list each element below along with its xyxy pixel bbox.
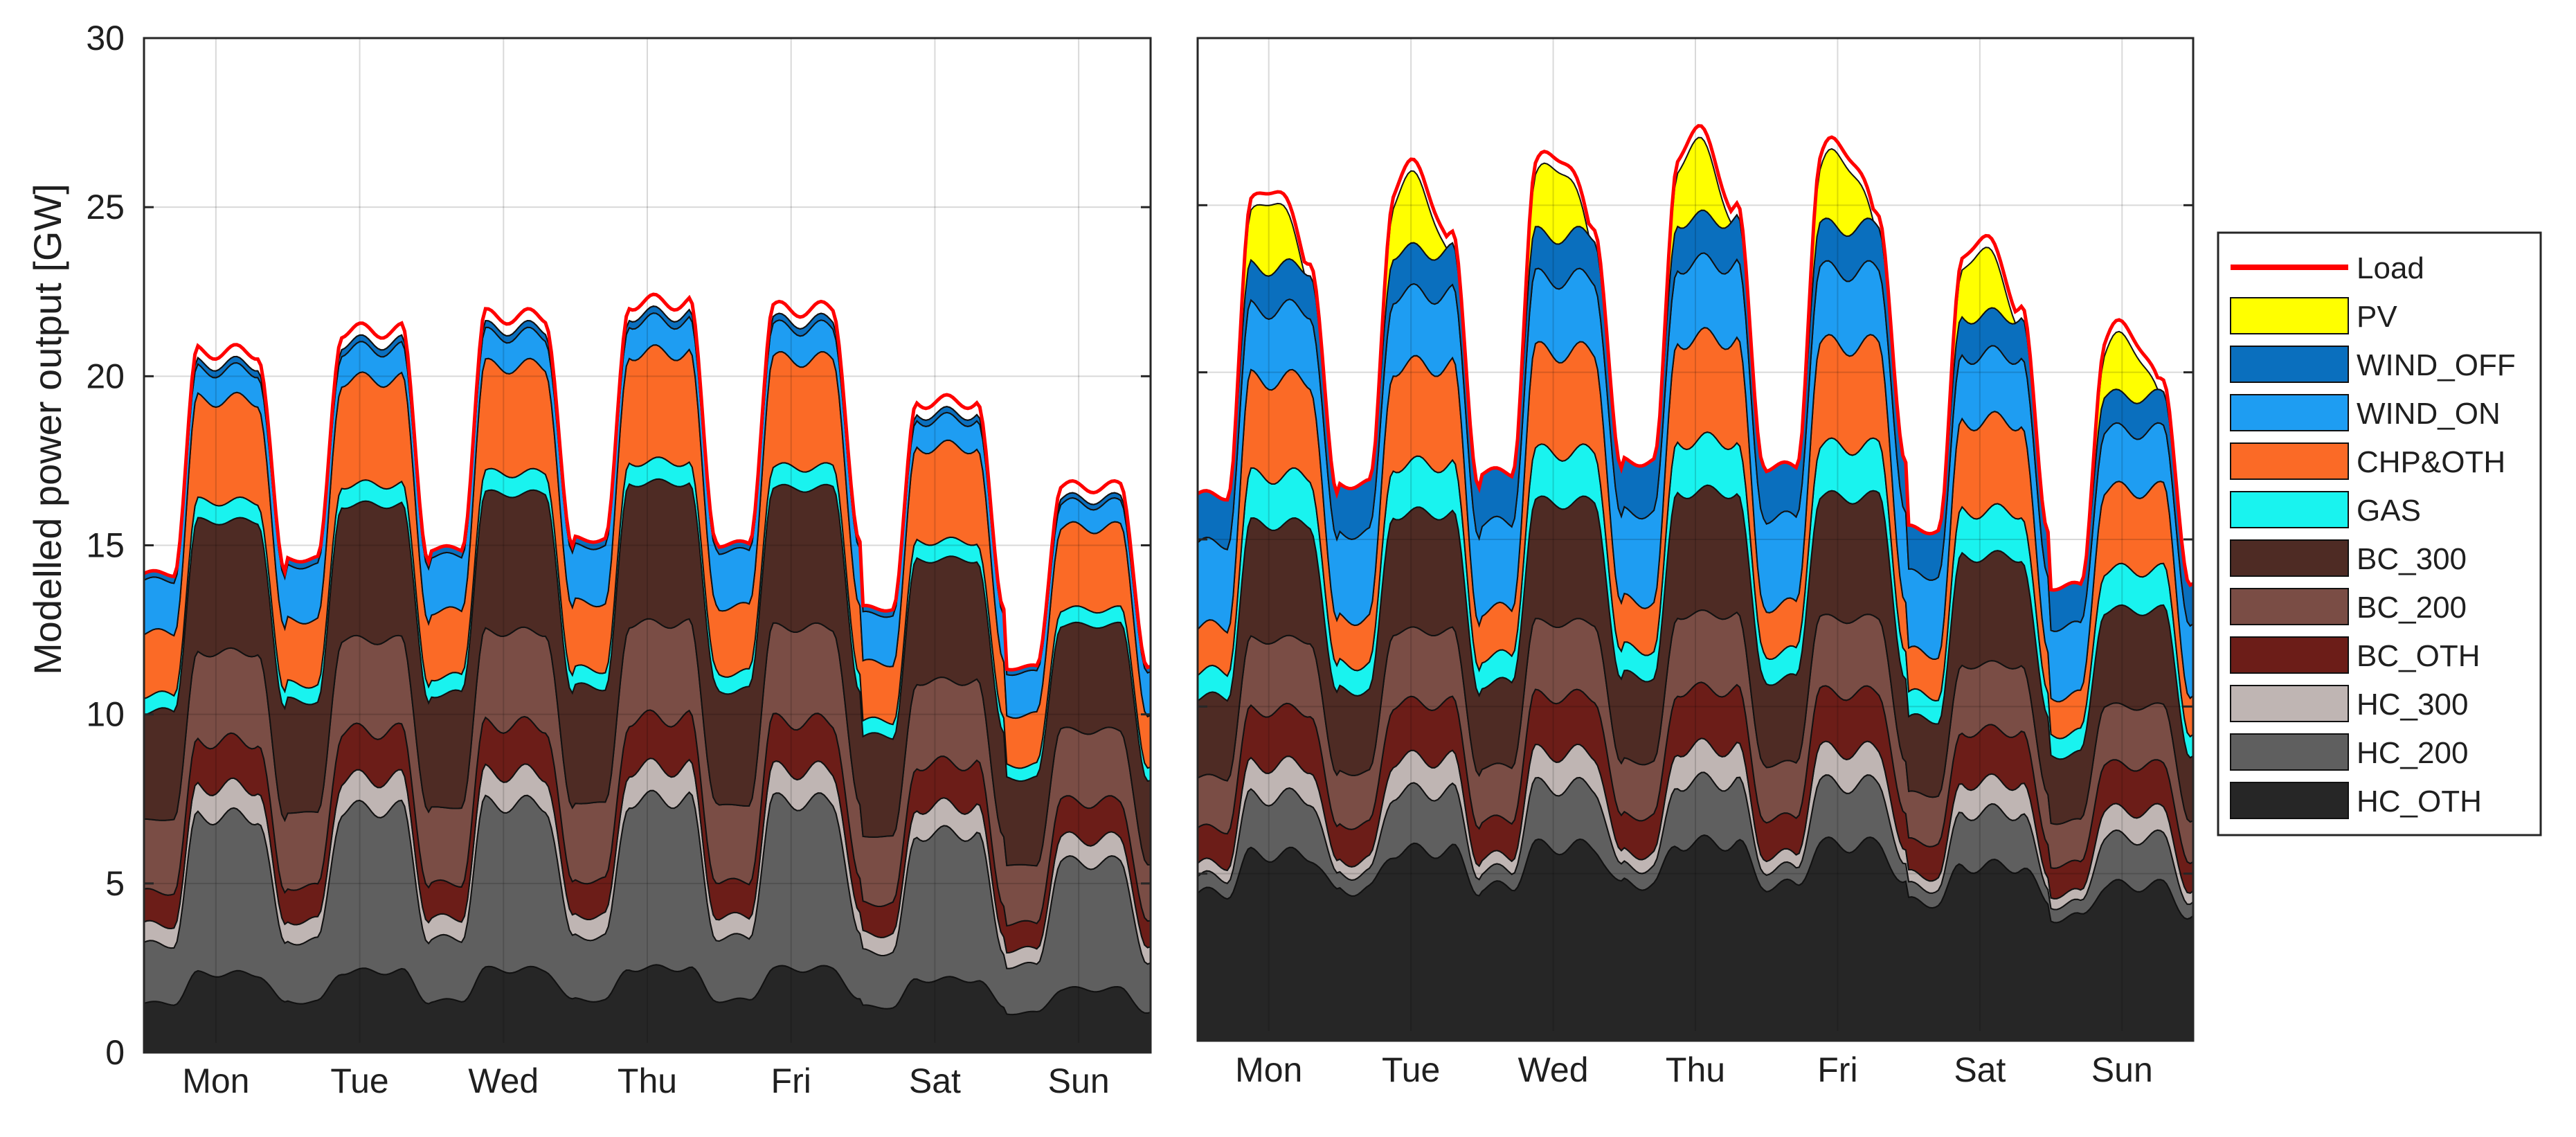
- x-tick-label-mon: Mon: [182, 1062, 249, 1100]
- legend-label-pv: PV: [2357, 300, 2397, 334]
- x-tick-label-thu: Thu: [618, 1062, 677, 1100]
- legend: Load PV WIND_OFF WIND_ON CHP&OTH GAS BC_300 BC_…: [2217, 231, 2542, 836]
- x-tick-label-sun: Sun: [2091, 1050, 2153, 1089]
- legend-label-hc-300: HC_300: [2357, 688, 2468, 722]
- legend-label-bc-200: BC_200: [2357, 591, 2467, 625]
- x-tick-label-sat: Sat: [909, 1062, 961, 1100]
- legend-label-hc-200: HC_200: [2357, 736, 2468, 770]
- legend-swatch-hc-oth: [2230, 782, 2349, 819]
- x-tick-label-thu: Thu: [1666, 1050, 1725, 1089]
- legend-swatch-hc-200: [2230, 733, 2349, 771]
- x-tick-label-tue: Tue: [1382, 1050, 1440, 1089]
- legend-swatch-bc-oth: [2230, 636, 2349, 674]
- x-tick-label-tue: Tue: [330, 1062, 388, 1100]
- legend-label-wind-off: WIND_OFF: [2357, 348, 2516, 382]
- legend-label-gas: GAS: [2357, 494, 2421, 528]
- legend-label-bc-300: BC_300: [2357, 542, 2467, 576]
- legend-swatch-hc-300: [2230, 685, 2349, 722]
- legend-swatch-gas: [2230, 491, 2349, 528]
- legend-label-wind-on: WIND_ON: [2357, 397, 2501, 431]
- x-tick-label-wed: Wed: [1518, 1050, 1589, 1089]
- legend-swatch-wind-off: [2230, 346, 2349, 383]
- x-tick-label-fri: Fri: [771, 1062, 811, 1100]
- legend-swatch-bc-200: [2230, 588, 2349, 625]
- panels: 0 5 10 15 20 25 30 Mon Tue Wed Thu Fri Sat Sun Mon Tue W…: [86, 19, 2195, 1100]
- legend-swatch-pv: [2230, 297, 2349, 334]
- y-tick-label: 30: [86, 19, 125, 57]
- legend-label-bc-oth: BC_OTH: [2357, 639, 2480, 673]
- y-tick-label: 20: [86, 357, 125, 395]
- x-tick-label-fri: Fri: [1817, 1050, 1857, 1089]
- x-tick-label-sat: Sat: [1954, 1050, 2006, 1089]
- panel-left: 0 5 10 15 20 25 30 Mon Tue Wed Thu Fri Sat Sun: [86, 19, 1152, 1100]
- legend-swatch-bc-300: [2230, 539, 2349, 577]
- y-tick-label: 10: [86, 695, 125, 734]
- panel-right: Mon Tue Wed Thu Fri Sat Sun: [1196, 37, 2195, 1089]
- load-line-left: [143, 292, 1151, 672]
- y-tick-label: 0: [105, 1033, 125, 1072]
- x-tick-label-wed: Wed: [468, 1062, 539, 1100]
- legend-label-hc-oth: HC_OTH: [2357, 785, 2482, 818]
- x-tick-label-mon: Mon: [1235, 1050, 1302, 1089]
- legend-swatch-wind-on: [2230, 394, 2349, 431]
- y-tick-label: 5: [105, 864, 125, 903]
- load-line-right: [1196, 124, 2195, 592]
- y-tick-label: 15: [86, 526, 125, 565]
- legend-label-chp-oth: CHP&OTH: [2357, 445, 2505, 479]
- x-tick-label-sun: Sun: [1048, 1062, 1110, 1100]
- legend-swatch-chp-oth: [2230, 442, 2349, 480]
- y-axis-title: Modelled power output [GW]: [26, 183, 69, 675]
- y-tick-label: 25: [86, 188, 125, 226]
- legend-label-load: Load: [2357, 251, 2424, 285]
